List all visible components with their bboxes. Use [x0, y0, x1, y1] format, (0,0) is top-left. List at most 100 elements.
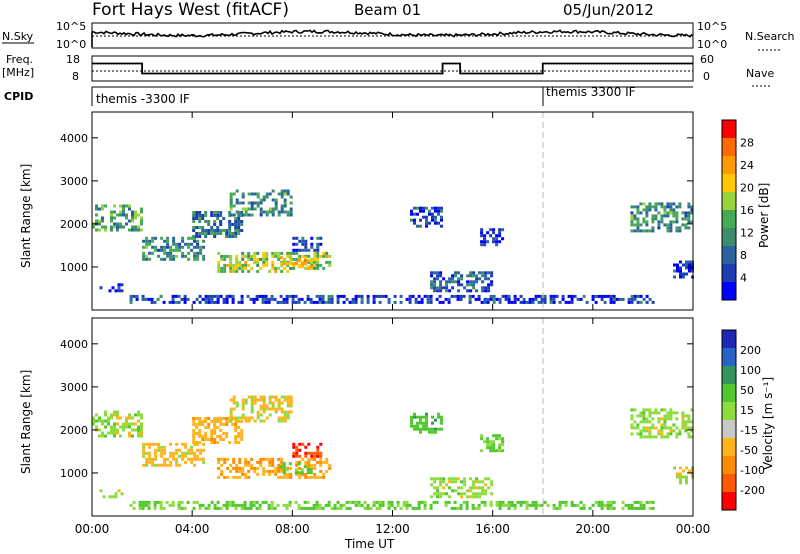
- echo-cell: [228, 500, 232, 504]
- echo-cell: [132, 500, 136, 504]
- x-axis: 00:00 04:00 08:00 12:00 16:00 20:00 00:00: [75, 112, 710, 536]
- echo-cell: [439, 286, 443, 290]
- echo-cell: [237, 223, 241, 226]
- echo-cell: [229, 257, 233, 261]
- echo-cell: [442, 277, 446, 281]
- echo-cell: [558, 503, 562, 507]
- echo-cell: [492, 237, 496, 241]
- echo-cell: [231, 423, 235, 426]
- echo-cell: [282, 262, 286, 266]
- echo-cell: [154, 457, 158, 461]
- echo-cell: [310, 463, 314, 467]
- echo-cell: [351, 500, 355, 504]
- echo-cell: [192, 229, 196, 232]
- echo-cell: [673, 275, 676, 279]
- echo-cell: [402, 500, 406, 504]
- echo-cell: [555, 294, 559, 298]
- colorbar-tick-label: -200: [740, 484, 765, 497]
- echo-cell: [98, 416, 101, 420]
- echo-cell: [192, 417, 196, 420]
- echo-cell: [681, 417, 685, 421]
- echo-cell: [235, 266, 239, 270]
- echo-cell: [142, 239, 146, 243]
- echo-cell: [591, 294, 595, 298]
- echo-cell: [229, 260, 233, 264]
- echo-cell: [241, 195, 245, 199]
- echo-cell: [639, 414, 643, 418]
- echo-cell: [636, 300, 640, 304]
- echo-cell: [309, 468, 313, 472]
- echo-cell: [104, 225, 107, 229]
- echo-cell: [199, 248, 203, 252]
- echo-cell: [348, 500, 352, 504]
- echo-cell: [498, 300, 502, 304]
- echo-cell: [292, 451, 296, 455]
- echo-cell: [192, 429, 196, 432]
- echo-cell: [213, 294, 217, 298]
- echo-cell: [422, 424, 425, 428]
- echo-cell: [190, 451, 194, 455]
- echo-cell: [651, 417, 655, 421]
- echo-cell: [306, 506, 310, 510]
- echo-cell: [431, 215, 434, 219]
- echo-cell: [234, 226, 238, 229]
- echo-cell: [198, 506, 202, 510]
- echo-cell: [666, 202, 670, 206]
- echo-cell: [225, 232, 229, 235]
- echo-cell: [434, 209, 437, 213]
- echo-cell: [472, 492, 476, 496]
- echo-cell: [220, 469, 224, 473]
- echo-cell: [142, 257, 146, 261]
- echo-cell: [513, 300, 517, 304]
- echo-cell: [489, 440, 493, 444]
- echo-cell: [439, 271, 443, 275]
- echo-cell: [280, 207, 284, 211]
- echo-cell: [504, 297, 508, 301]
- velocity-echoes: [92, 395, 694, 510]
- echo-cell: [663, 223, 667, 227]
- echo-cell: [142, 254, 146, 258]
- echo-cell: [204, 426, 208, 429]
- echo-cell: [98, 434, 101, 438]
- echo-cell: [375, 294, 379, 298]
- echo-cell: [448, 277, 452, 281]
- echo-cell: [654, 202, 658, 206]
- echo-cell: [229, 419, 233, 423]
- echo-cell: [207, 300, 211, 304]
- echo-cell: [274, 204, 278, 208]
- echo-cell: [270, 500, 274, 504]
- echo-cell: [460, 274, 464, 278]
- echo-cell: [301, 239, 305, 243]
- echo-cell: [277, 266, 281, 270]
- echo-cell: [201, 435, 205, 438]
- echo-cell: [472, 271, 476, 275]
- echo-cell: [457, 486, 461, 490]
- echo-cell: [169, 248, 173, 252]
- echo-cell: [639, 432, 643, 436]
- echo-cell: [145, 239, 149, 243]
- echo-cell: [144, 297, 148, 301]
- echo-cell: [241, 398, 245, 402]
- echo-cell: [283, 475, 287, 479]
- echo-cell: [630, 223, 634, 227]
- echo-cell: [235, 189, 239, 193]
- velocity-ylabel: Slant Range [km]: [19, 370, 33, 474]
- echo-cell: [681, 414, 685, 418]
- echo-cell: [259, 395, 263, 399]
- echo-cell: [292, 248, 296, 252]
- echo-cell: [282, 462, 286, 466]
- echo-cell: [213, 220, 217, 223]
- echo-cell: [220, 463, 224, 467]
- echo-cell: [171, 297, 175, 301]
- echo-cell: [286, 472, 290, 476]
- echo-cell: [445, 280, 449, 284]
- echo-cell: [606, 506, 610, 510]
- echo-cell: [178, 245, 182, 249]
- echo-cell: [229, 410, 233, 414]
- echo-cell: [280, 475, 284, 479]
- echo-cell: [258, 503, 262, 507]
- echo-cell: [235, 263, 239, 267]
- echo-cell: [495, 237, 499, 241]
- echo-cell: [235, 201, 239, 205]
- echo-cell: [163, 457, 167, 461]
